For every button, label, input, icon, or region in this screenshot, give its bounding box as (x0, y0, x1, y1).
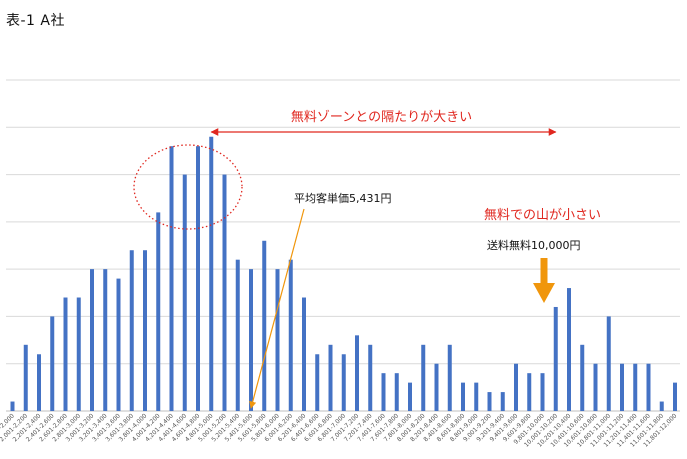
bar (302, 297, 306, 411)
bar (235, 259, 240, 411)
bar (355, 335, 359, 411)
bar (37, 354, 41, 411)
bar (487, 392, 492, 411)
bar (156, 212, 161, 411)
bar (606, 316, 611, 411)
bar (646, 363, 651, 411)
bar (580, 344, 585, 411)
bar (262, 240, 267, 411)
gap-label: 無料ゾーンとの隔たりが大きい (291, 110, 472, 125)
bar (169, 146, 174, 411)
bar (90, 269, 94, 411)
bar (288, 259, 293, 411)
bar (328, 344, 333, 411)
average-price-label: 平均客単価5,431円 (294, 191, 392, 205)
bar (103, 269, 108, 411)
bars (10, 136, 677, 411)
bar (567, 288, 571, 411)
bar (23, 344, 28, 411)
bar (143, 250, 147, 411)
bar (275, 269, 280, 411)
bar (182, 174, 187, 411)
free-shipping-label: 送料無料10,000円 (487, 238, 581, 252)
bar (368, 344, 373, 411)
bar (474, 382, 479, 411)
bar (447, 344, 452, 411)
bar (209, 136, 214, 411)
bar (514, 363, 518, 411)
average-price-pointer (249, 208, 305, 409)
bar (527, 373, 532, 411)
bar (76, 297, 81, 411)
free-shipping-arrow-shaft (540, 258, 548, 284)
small-peak-label: 無料での山が小さい (484, 208, 601, 223)
bar (553, 306, 558, 411)
bar (249, 269, 253, 411)
peak-highlight-ellipse (133, 144, 243, 230)
bar (461, 382, 465, 411)
bar (129, 250, 134, 411)
bar (116, 278, 121, 411)
bar (63, 297, 68, 411)
page-title: 表-1 A社 (6, 13, 65, 29)
bar (620, 363, 624, 411)
bar (341, 354, 346, 411)
bar (673, 382, 677, 411)
bar (633, 363, 638, 411)
bar (408, 382, 412, 411)
annotations: 無料ゾーンとの隔たりが大きい平均客単価5,431円無料での山が小さい送料無料10… (133, 110, 601, 409)
free-shipping-arrow-head (533, 283, 555, 303)
bar (500, 392, 505, 411)
bar (421, 344, 426, 411)
x-tick-labels: ~2,0002,001-2,2002,201-2,4002,401-2,6002… (0, 412, 679, 448)
bar (394, 373, 399, 411)
bar (381, 373, 386, 411)
bar (10, 401, 15, 411)
bar (196, 146, 200, 411)
bar (593, 363, 598, 411)
bar (540, 373, 545, 411)
bar (50, 316, 55, 411)
bar (659, 401, 664, 411)
bar (315, 354, 320, 411)
bar (434, 363, 439, 411)
bar (222, 174, 227, 411)
